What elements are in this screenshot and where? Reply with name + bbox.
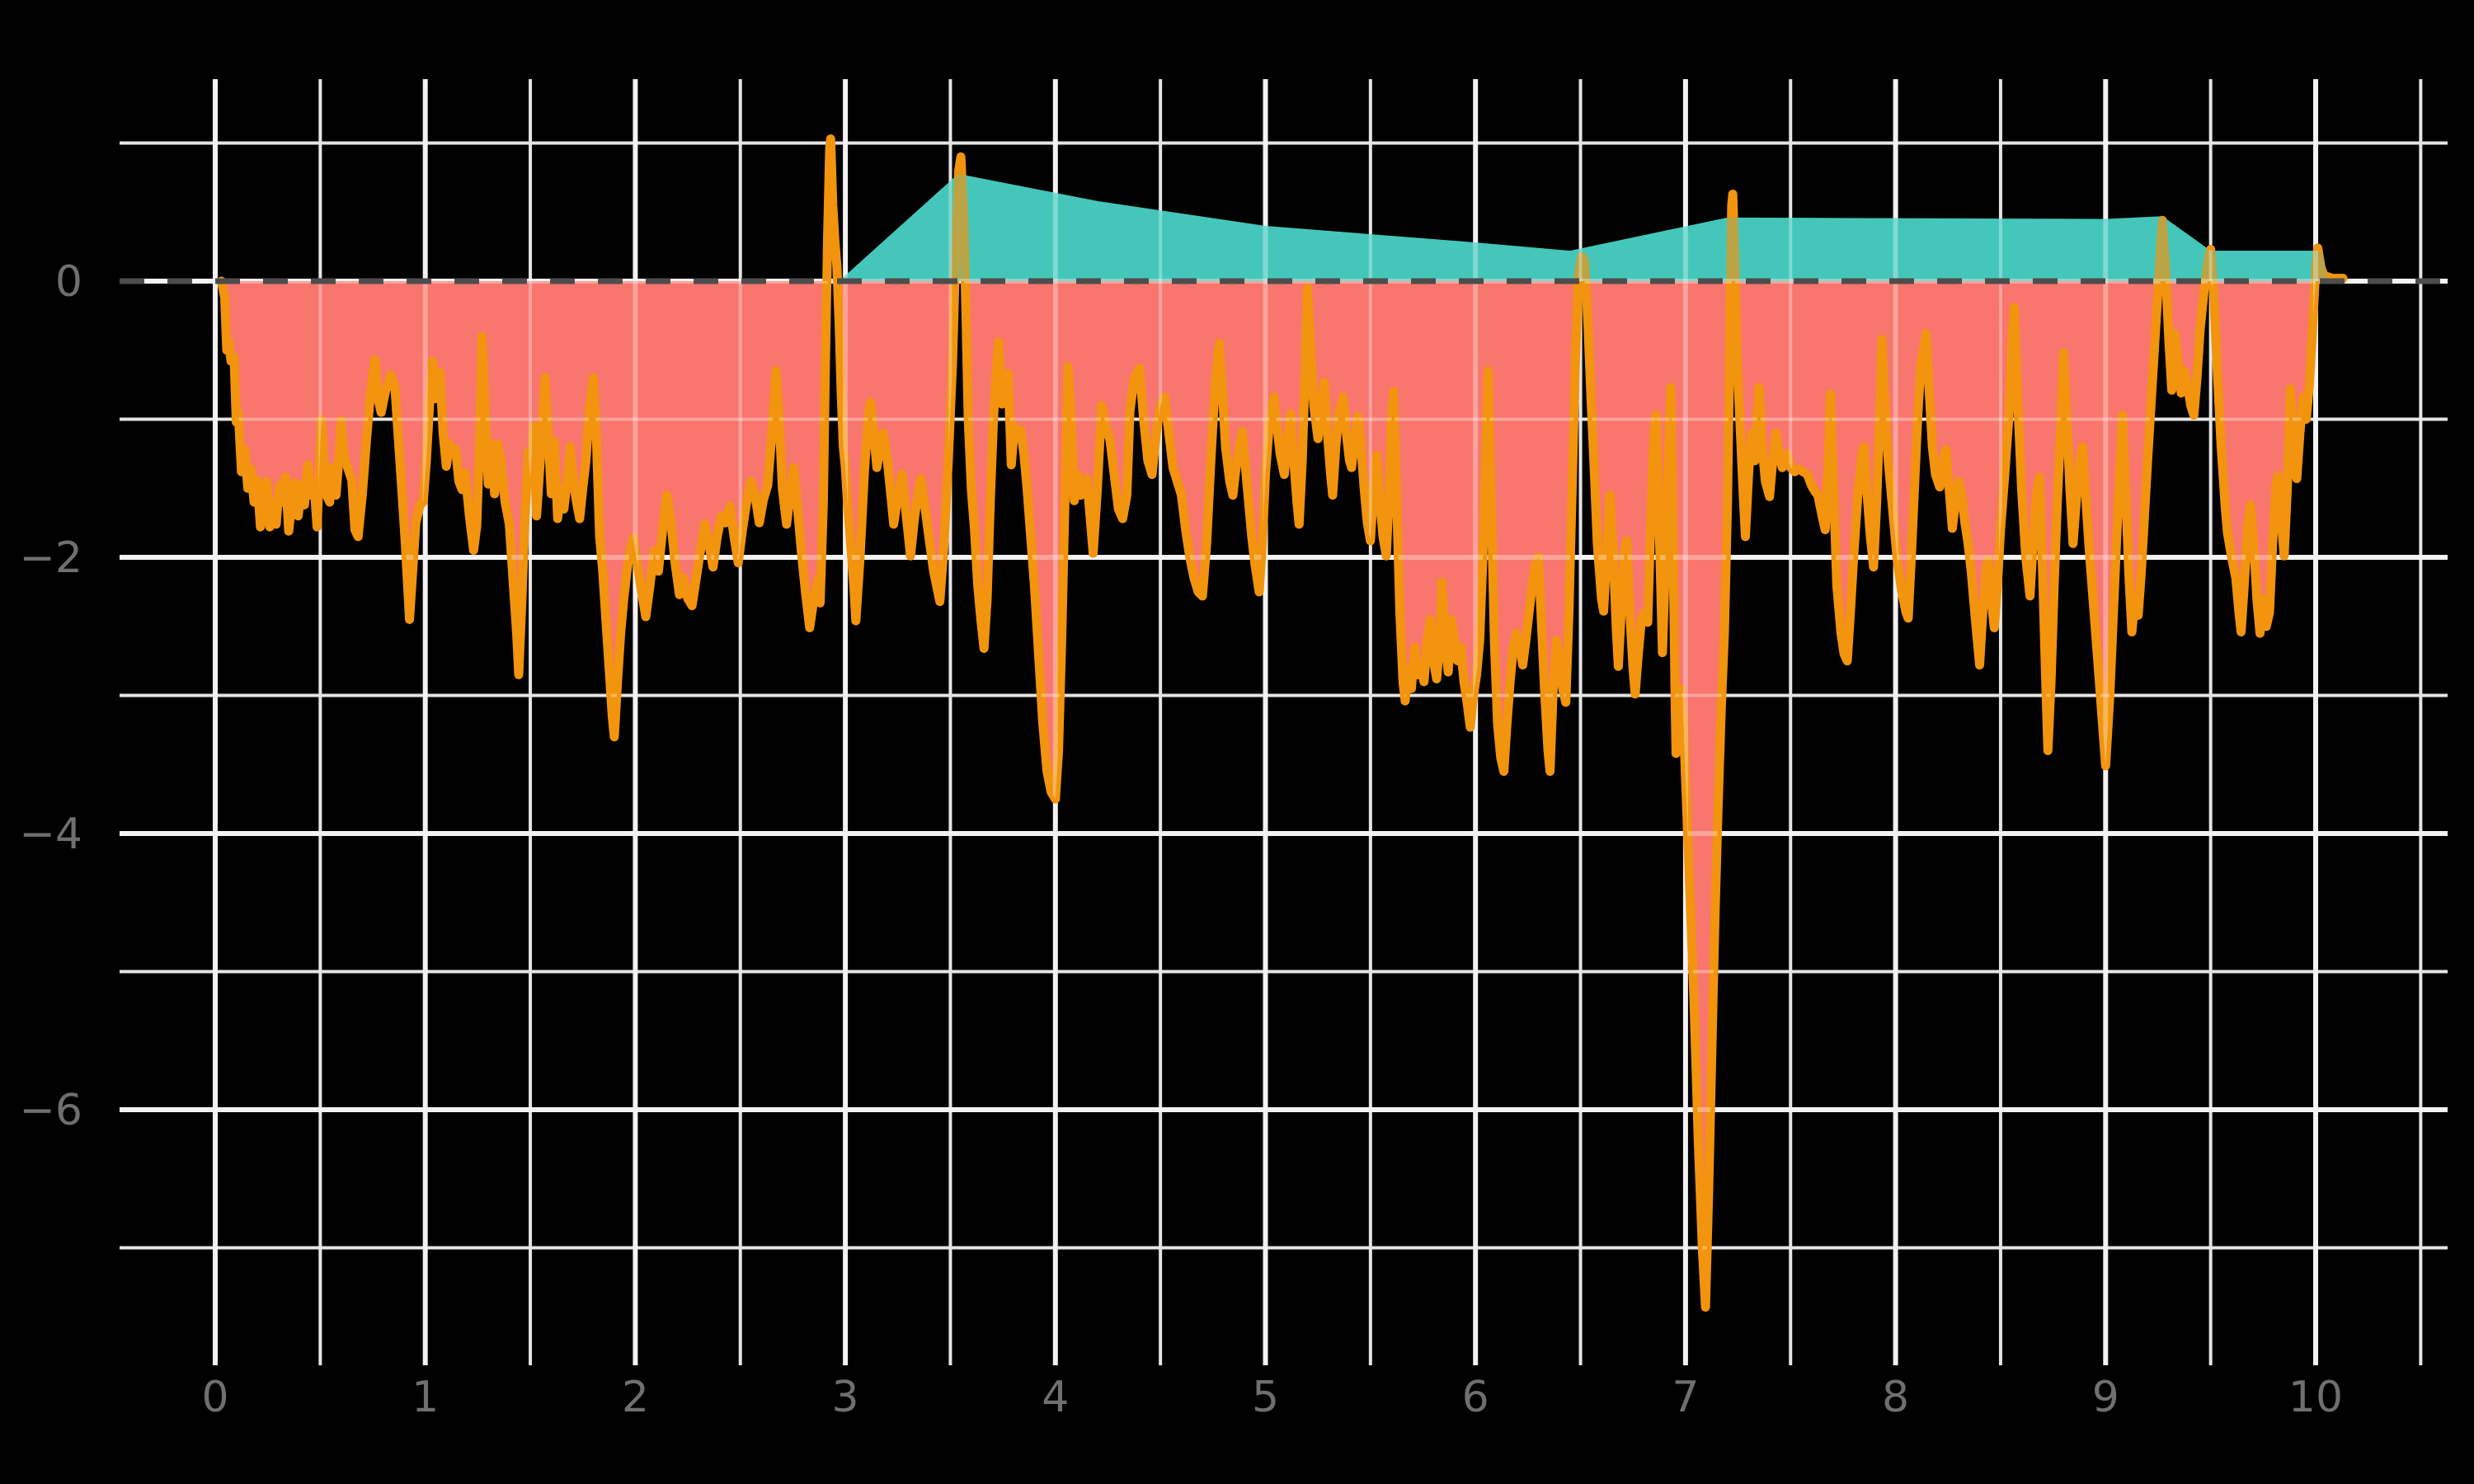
positive-area-fill bbox=[839, 173, 2329, 281]
x-tick-label: 2 bbox=[622, 1373, 649, 1422]
x-tick-label: 6 bbox=[1462, 1373, 1489, 1422]
y-tick-label: −4 bbox=[19, 810, 82, 859]
tick-labels-layer: 0 1 2 3 4 5 6 7 8 9 10 0 −2 −4 −6 bbox=[19, 257, 2343, 1422]
y-tick-label: 0 bbox=[55, 257, 82, 307]
negative-area-fill bbox=[221, 281, 2344, 1308]
x-tick-label: 10 bbox=[2288, 1373, 2343, 1422]
x-tick-label: 9 bbox=[2092, 1373, 2119, 1422]
x-tick-label: 4 bbox=[1042, 1373, 1069, 1422]
x-tick-label: 0 bbox=[201, 1373, 228, 1422]
y-tick-label: −2 bbox=[19, 533, 82, 583]
x-tick-label: 7 bbox=[1672, 1373, 1699, 1422]
signal-line bbox=[217, 134, 2348, 1312]
positive-area-overlay bbox=[839, 173, 2329, 281]
y-tick-label: −6 bbox=[19, 1086, 82, 1135]
x-tick-label: 3 bbox=[832, 1373, 859, 1422]
x-tick-label: 1 bbox=[412, 1373, 439, 1422]
x-tick-label: 8 bbox=[1882, 1373, 1909, 1422]
x-tick-label: 5 bbox=[1252, 1373, 1279, 1422]
